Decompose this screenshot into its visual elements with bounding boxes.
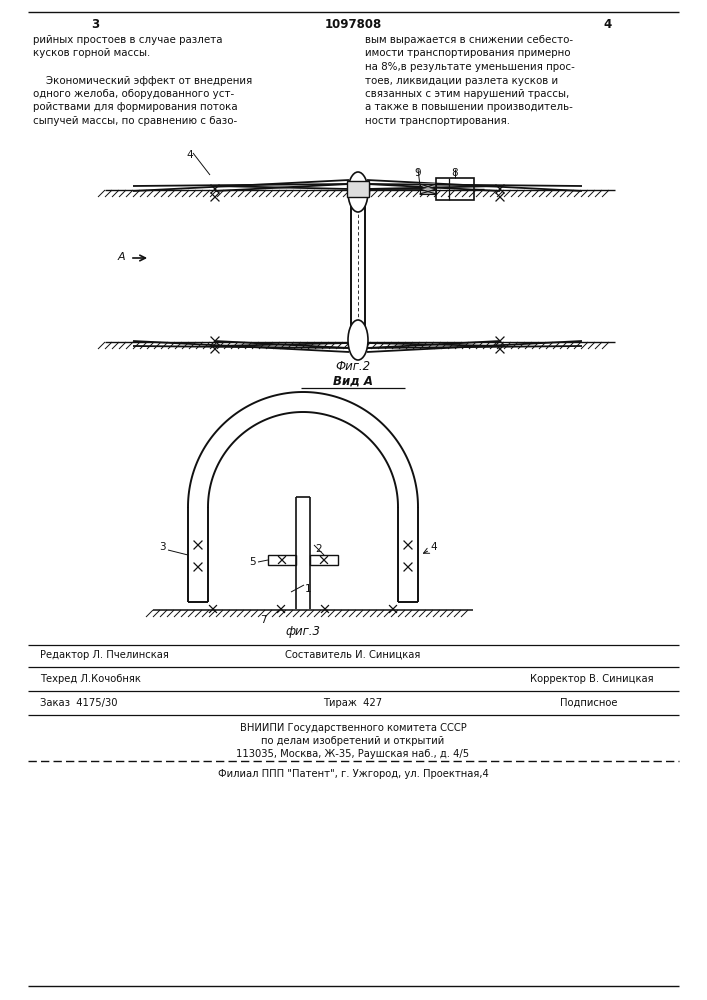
Text: сыпучей массы, по сравнению с базо-: сыпучей массы, по сравнению с базо-: [33, 116, 238, 126]
Text: Вид А: Вид А: [333, 375, 373, 388]
Text: Редактор Л. Пчелинская: Редактор Л. Пчелинская: [40, 650, 169, 660]
Text: Филиал ППП "Патент", г. Ужгород, ул. Проектная,4: Филиал ППП "Патент", г. Ужгород, ул. Про…: [218, 769, 489, 779]
Text: Тираж  427: Тираж 427: [323, 698, 382, 708]
Text: кусков горной массы.: кусков горной массы.: [33, 48, 151, 58]
Text: 1097808: 1097808: [325, 18, 382, 31]
Text: Корректор В. Синицкая: Корректор В. Синицкая: [530, 674, 654, 684]
Text: 2: 2: [315, 544, 322, 554]
Ellipse shape: [348, 320, 368, 360]
Text: вым выражается в снижении себесто-: вым выражается в снижении себесто-: [365, 35, 573, 45]
Text: 4: 4: [187, 150, 193, 160]
Text: ВНИИПИ Государственного комитета СССР: ВНИИПИ Государственного комитета СССР: [240, 723, 467, 733]
Polygon shape: [420, 189, 436, 194]
Text: 4: 4: [430, 542, 437, 552]
Text: Техред Л.Кочобняк: Техред Л.Кочобняк: [40, 674, 141, 684]
Text: Фиг.2: Фиг.2: [335, 360, 370, 373]
Text: 8: 8: [452, 168, 458, 178]
Text: рийных простоев в случае разлета: рийных простоев в случае разлета: [33, 35, 223, 45]
Text: 113035, Москва, Ж-35, Раушская наб., д. 4/5: 113035, Москва, Ж-35, Раушская наб., д. …: [236, 749, 469, 759]
Text: Подписное: Подписное: [560, 698, 617, 708]
Text: ности транспортирования.: ности транспортирования.: [365, 116, 510, 126]
Text: тоев, ликвидации разлета кусков и: тоев, ликвидации разлета кусков и: [365, 76, 558, 86]
Text: одного желоба, оборудованного уст-: одного желоба, оборудованного уст-: [33, 89, 234, 99]
Bar: [310, 555, 338, 565]
Text: по делам изобретений и открытий: по делам изобретений и открытий: [262, 736, 445, 746]
Text: А: А: [118, 252, 126, 262]
Text: фиг.3: фиг.3: [286, 625, 320, 638]
Bar: [436, 178, 474, 200]
Text: имости транспортирования примерно: имости транспортирования примерно: [365, 48, 571, 58]
Text: связанных с этим нарушений трассы,: связанных с этим нарушений трассы,: [365, 89, 569, 99]
Ellipse shape: [348, 172, 368, 212]
Text: 7: 7: [259, 615, 267, 625]
Text: 5: 5: [250, 557, 256, 567]
Bar: [268, 555, 296, 565]
Text: Заказ  4175/30: Заказ 4175/30: [40, 698, 117, 708]
Text: на 8%,в результате уменьшения прос-: на 8%,в результате уменьшения прос-: [365, 62, 575, 72]
Text: 3: 3: [159, 542, 166, 552]
Text: Экономический эффект от внедрения: Экономический эффект от внедрения: [33, 76, 252, 86]
Text: 9: 9: [415, 168, 421, 178]
Text: 3: 3: [91, 18, 99, 31]
Text: а также в повышении производитель-: а также в повышении производитель-: [365, 103, 573, 112]
Polygon shape: [420, 184, 436, 189]
Bar: [347, 181, 369, 197]
Text: Составитель И. Синицкая: Составитель И. Синицкая: [286, 650, 421, 660]
Text: 1: 1: [305, 584, 312, 594]
Text: 4: 4: [604, 18, 612, 31]
Text: ройствами для формирования потока: ройствами для формирования потока: [33, 103, 238, 112]
